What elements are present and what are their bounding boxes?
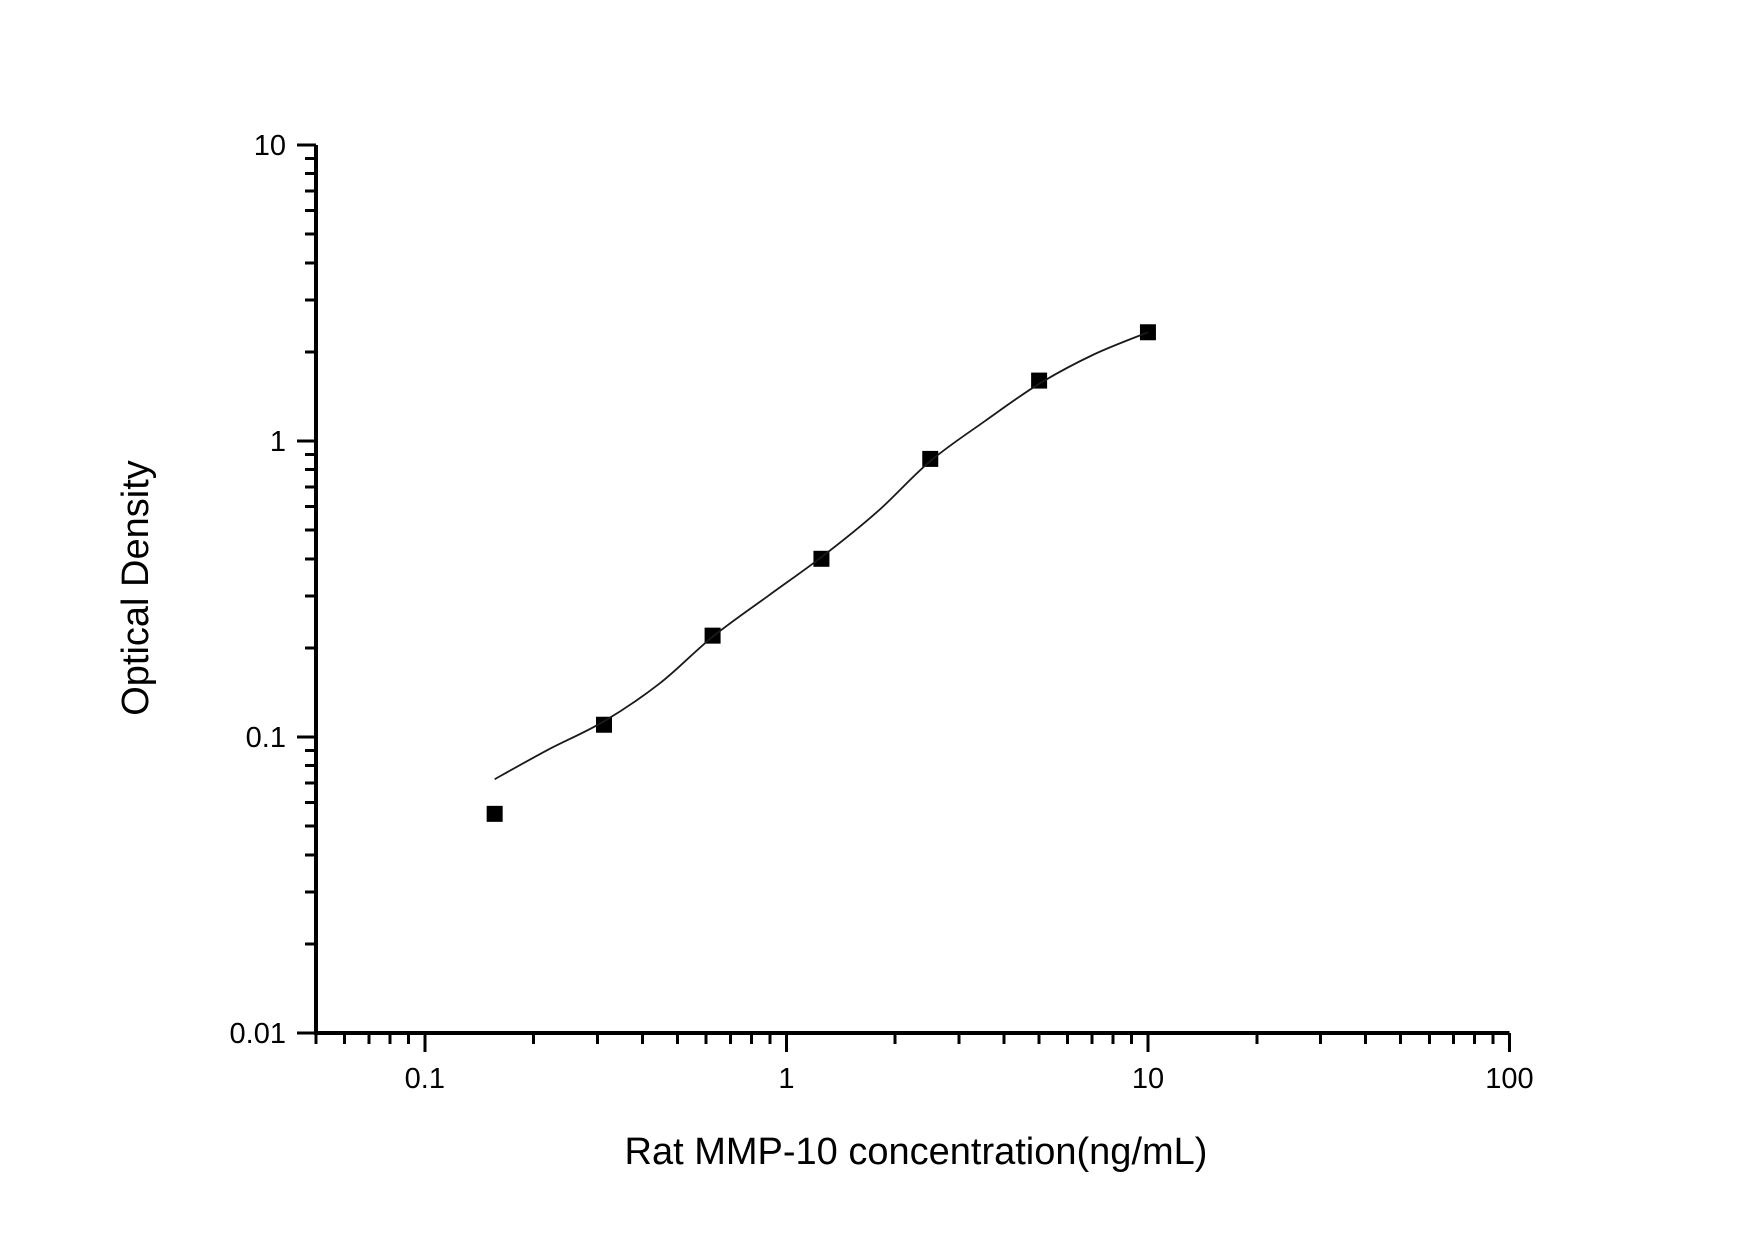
x-tick-label: 10 xyxy=(1132,1063,1164,1095)
data-point-marker xyxy=(1031,372,1048,389)
y-tick-label: 10 xyxy=(254,130,286,162)
data-point-marker xyxy=(922,450,939,467)
axis-ticks: 0.1 1 10 100 0.01 0.1 1 10 xyxy=(230,130,1534,1095)
data-point-marker xyxy=(596,716,613,733)
x-tick-label: 100 xyxy=(1485,1063,1533,1095)
y-tick-label: 0.01 xyxy=(230,1018,286,1050)
y-tick-label: 0.1 xyxy=(246,722,286,754)
x-tick-label: 0.1 xyxy=(405,1063,445,1095)
x-tick-label: 1 xyxy=(778,1063,794,1095)
fit-curve-line xyxy=(494,331,1149,780)
y-axis-title: Optical Density xyxy=(115,460,157,716)
data-point-marker xyxy=(1139,324,1156,341)
y-tick-label: 1 xyxy=(270,426,286,458)
x-axis-title: Rat MMP-10 concentration(ng/mL) xyxy=(625,1131,1208,1173)
data-series xyxy=(486,324,1156,822)
data-point-marker xyxy=(486,805,503,822)
axes xyxy=(314,145,1510,1035)
